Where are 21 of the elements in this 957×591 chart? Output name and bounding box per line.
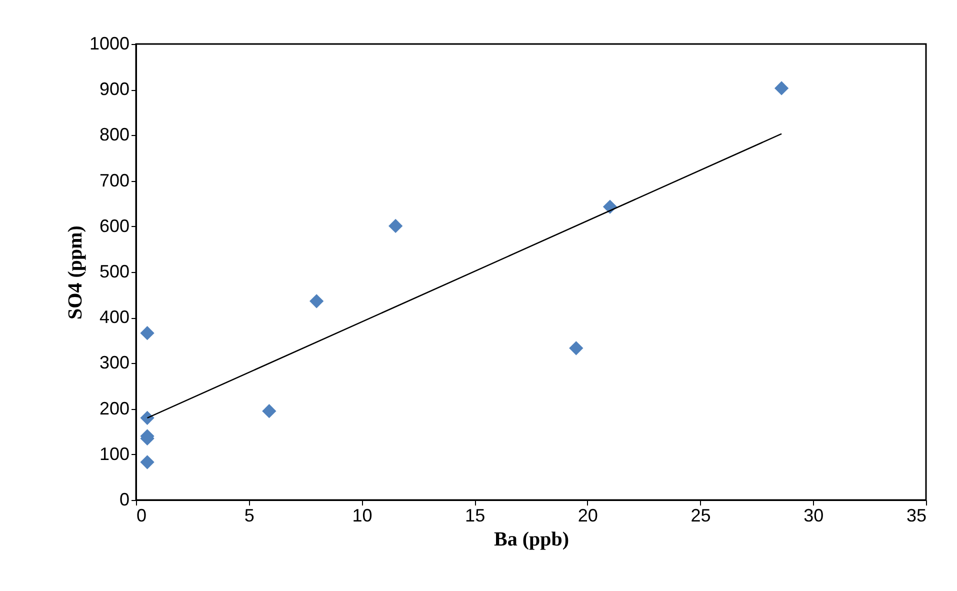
y-axis-title: SO4 (ppm) xyxy=(64,226,86,320)
y-tick-label: 600 xyxy=(99,216,130,236)
y-tick-label: 900 xyxy=(99,79,130,100)
x-tick-label: 35 xyxy=(906,506,926,526)
x-tick-label: 25 xyxy=(690,506,711,526)
x-tick-label: 20 xyxy=(578,506,598,526)
x-tick-label: 5 xyxy=(244,506,254,526)
y-tick-label: 300 xyxy=(99,352,130,373)
x-tick-label: 10 xyxy=(352,506,372,526)
y-tick-label: 200 xyxy=(99,398,130,418)
x-tick-label: 15 xyxy=(465,506,486,526)
y-tick-label: 700 xyxy=(99,170,130,190)
y-tick-label: 400 xyxy=(99,307,130,328)
x-tick-label: 30 xyxy=(804,506,824,526)
y-tick-label: 100 xyxy=(99,444,130,464)
y-tick-label: 500 xyxy=(99,262,130,282)
y-tick-label: 800 xyxy=(99,124,130,145)
y-tick-label: 0 xyxy=(119,490,130,510)
x-tick-label: 0 xyxy=(136,506,147,526)
x-axis-title: Ba (ppb) xyxy=(494,528,570,550)
y-tick-label: 1000 xyxy=(89,34,130,54)
